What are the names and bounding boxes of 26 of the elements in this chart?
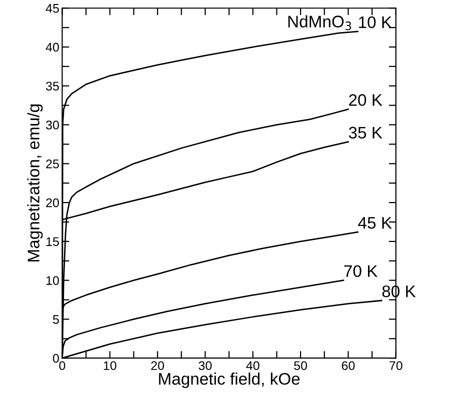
annotation: NdMnO$_{3}$ (288, 15, 352, 30)
y-tick-label: 0 (52, 354, 59, 363)
x-tick-label: 60 (342, 361, 355, 370)
y-tick-label: 20 (46, 198, 59, 208)
y-tick-label: 10 (46, 276, 59, 285)
x-tick-label: 20 (151, 361, 164, 370)
y-tick-label: 5 (52, 315, 59, 324)
y-tick-label: 15 (46, 237, 59, 246)
y-tick-label: 40 (46, 42, 59, 52)
y-axis-title: Magnetization, emu/g (27, 104, 43, 262)
x-tick-label: 0 (59, 361, 66, 370)
annotation: 35 K (348, 126, 382, 139)
annotation: 10 K (359, 16, 392, 28)
x-axis-title: Magnetic field, kOe (159, 372, 300, 388)
annotation: 70 K (344, 265, 378, 278)
annotation: 45 K (358, 217, 392, 229)
x-tick-label: 30 (198, 361, 212, 370)
y-tick-label: 45 (46, 4, 59, 13)
x-tick-label: 50 (294, 361, 308, 370)
x-tick-label: 10 (104, 361, 116, 370)
y-tick-label: 30 (46, 120, 59, 130)
y-tick-label: 25 (46, 159, 59, 168)
annotation: 20 K (349, 94, 382, 106)
x-tick-label: 70 (390, 361, 402, 370)
y-tick-label: 35 (46, 82, 59, 91)
x-tick-label: 40 (246, 361, 260, 370)
